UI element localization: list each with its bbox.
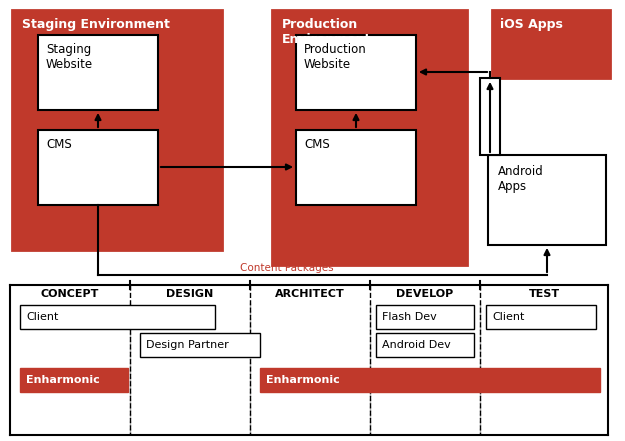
Bar: [296, 130, 416, 205]
Text: CMS: CMS: [46, 138, 72, 151]
Text: Publish
Process: Publish Process: [163, 145, 202, 167]
Text: DESIGN: DESIGN: [166, 289, 214, 299]
Text: Staging Environment: Staging Environment: [22, 18, 170, 31]
Bar: [488, 155, 606, 245]
Bar: [296, 35, 416, 110]
Text: Content Packages: Content Packages: [240, 263, 334, 273]
Text: Android Dev: Android Dev: [382, 340, 451, 350]
Text: Android
Apps: Android Apps: [498, 165, 544, 193]
Text: TEST: TEST: [529, 289, 559, 299]
Bar: [272, 10, 467, 265]
Bar: [20, 368, 128, 392]
Text: Staging
Website: Staging Website: [46, 43, 93, 71]
Text: ARCHITECT: ARCHITECT: [275, 289, 345, 299]
Text: Client: Client: [26, 312, 58, 322]
Bar: [12, 10, 222, 250]
Bar: [486, 305, 596, 329]
Text: API Calls: API Calls: [493, 60, 538, 70]
Text: Enharmonic: Enharmonic: [26, 375, 100, 385]
Text: Client: Client: [492, 312, 524, 322]
Bar: [140, 333, 260, 357]
Bar: [492, 10, 610, 78]
Bar: [376, 305, 474, 329]
Text: Production
Website: Production Website: [304, 43, 367, 71]
Bar: [38, 130, 158, 205]
Text: DB & File
Transfer: DB & File Transfer: [163, 171, 210, 193]
Bar: [38, 35, 158, 110]
Text: iOS Apps: iOS Apps: [500, 18, 563, 31]
Text: CONCEPT: CONCEPT: [41, 289, 99, 299]
Bar: [20, 305, 215, 329]
Bar: [480, 78, 500, 155]
Bar: [260, 368, 600, 392]
Text: Production
Environment: Production Environment: [282, 18, 371, 46]
Text: DEVELOP: DEVELOP: [396, 289, 454, 299]
Text: Flash Dev: Flash Dev: [382, 312, 437, 322]
Text: Enharmonic: Enharmonic: [266, 375, 340, 385]
Text: Design Partner: Design Partner: [146, 340, 229, 350]
Bar: [376, 333, 474, 357]
Text: CMS: CMS: [304, 138, 330, 151]
